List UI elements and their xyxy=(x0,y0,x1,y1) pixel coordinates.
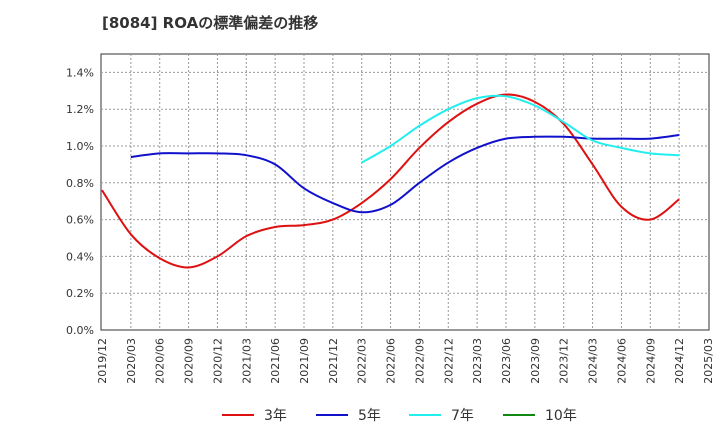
chart-title: [8084] ROAの標準偏差の推移 xyxy=(102,14,319,32)
y-tick-label: 0.8% xyxy=(66,177,94,190)
y-tick-label: 1.4% xyxy=(66,66,94,79)
legend-label: 5年 xyxy=(358,408,381,424)
x-tick-label: 2022/09 xyxy=(413,338,426,384)
x-tick-label: 2024/06 xyxy=(615,338,628,384)
x-tick-label: 2022/12 xyxy=(442,338,455,384)
series xyxy=(101,93,680,269)
x-tick-label: 2022/06 xyxy=(385,338,398,384)
x-tick-label: 2023/12 xyxy=(558,338,571,384)
x-tick-label: 2024/09 xyxy=(644,338,657,384)
x-tick-label: 2020/03 xyxy=(125,338,138,384)
y-tick-label: 1.0% xyxy=(66,140,94,153)
x-tick-label: 2023/09 xyxy=(529,338,542,384)
x-tick-label: 2021/09 xyxy=(298,338,311,384)
x-tick-label: 2021/06 xyxy=(269,338,282,384)
series-line-0 xyxy=(101,93,680,269)
x-tick-label: 2019/12 xyxy=(96,338,109,384)
y-tick-label: 0.0% xyxy=(66,324,94,337)
plot-area xyxy=(100,53,710,331)
x-tick-label: 2023/03 xyxy=(471,338,484,384)
grid xyxy=(101,54,709,330)
axes: 0.0% 0.2% 0.4% 0.6% 0.8% 1.0% 1.2% 1.4% 2019/12 2… xyxy=(66,66,715,383)
x-tick-label: 2025/03 xyxy=(702,338,715,384)
x-tick-label: 2021/12 xyxy=(327,338,340,384)
y-tick-label: 0.4% xyxy=(66,250,94,263)
series-line-2 xyxy=(361,94,680,164)
x-tick-label: 2022/03 xyxy=(356,338,369,384)
y-tick-label: 0.6% xyxy=(66,214,94,227)
x-tick-label: 2020/12 xyxy=(211,338,224,384)
legend: 3年 5年 7年 10年 xyxy=(222,408,577,424)
legend-label: 10年 xyxy=(545,408,577,424)
x-tick-label: 2024/12 xyxy=(673,338,686,384)
x-tick-label: 2020/09 xyxy=(183,338,196,384)
x-tick-label: 2024/03 xyxy=(587,338,600,384)
legend-label: 3年 xyxy=(264,408,287,424)
legend-label: 7年 xyxy=(451,408,474,424)
y-tick-label: 0.2% xyxy=(66,287,94,300)
y-tick-label: 1.2% xyxy=(66,103,94,116)
x-tick-label: 2020/06 xyxy=(154,338,167,384)
x-tick-label: 2021/03 xyxy=(240,338,253,384)
x-tick-label: 2023/06 xyxy=(500,338,513,384)
